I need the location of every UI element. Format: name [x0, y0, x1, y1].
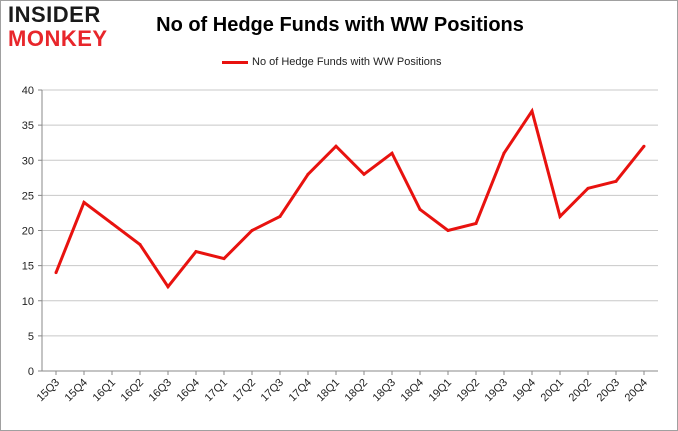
- data-point: [642, 144, 646, 148]
- y-tick-label: 0: [28, 366, 34, 378]
- x-tick-label: 18Q3: [371, 377, 399, 405]
- data-point: [110, 221, 114, 225]
- x-tick-label: 19Q1: [427, 377, 455, 405]
- x-tick-label: 16Q4: [175, 377, 203, 405]
- x-tick-label: 17Q1: [203, 377, 231, 405]
- data-point: [138, 243, 142, 247]
- x-tick-label: 16Q3: [147, 377, 175, 405]
- x-tick-label: 20Q4: [623, 377, 651, 405]
- y-tick-label: 20: [22, 226, 34, 238]
- legend-label: No of Hedge Funds with WW Positions: [252, 56, 442, 68]
- y-tick-label: 40: [22, 85, 34, 97]
- data-point: [558, 214, 562, 218]
- data-point: [194, 250, 198, 254]
- logo-line1: INSIDER: [8, 2, 101, 27]
- x-tick-label: 16Q1: [91, 377, 119, 405]
- x-tick-label: 18Q4: [399, 377, 427, 405]
- data-point: [222, 257, 226, 261]
- x-tick-label: 17Q2: [231, 377, 259, 405]
- data-point: [474, 221, 478, 225]
- data-point: [446, 229, 450, 232]
- insider-monkey-logo: INSIDER MONKEY: [8, 4, 126, 54]
- x-tick-label: 19Q3: [483, 377, 511, 405]
- y-tick-label: 30: [22, 155, 34, 167]
- series-line: [54, 107, 646, 290]
- data-point: [306, 172, 310, 176]
- data-point: [250, 229, 254, 232]
- y-tick-label: 15: [22, 261, 34, 273]
- chart-title: No of Hedge Funds with WW Positions: [156, 14, 524, 36]
- x-tick-label: 20Q3: [595, 377, 623, 405]
- logo-line2: MONKEY: [8, 26, 108, 51]
- x-tick-label: 16Q2: [119, 377, 147, 405]
- x-tick-label: 20Q1: [539, 377, 567, 405]
- chart-legend: No of Hedge Funds with WW Positions: [222, 54, 442, 70]
- data-point: [334, 144, 338, 148]
- y-tick-label: 25: [22, 190, 34, 202]
- x-tick-label: 18Q2: [343, 377, 371, 405]
- x-tick-label: 17Q4: [287, 377, 315, 405]
- data-point: [54, 271, 58, 275]
- legend-swatch: [222, 60, 248, 64]
- data-point: [82, 200, 86, 204]
- data-point: [614, 179, 618, 183]
- data-point: [502, 151, 506, 155]
- data-point: [278, 214, 282, 218]
- x-tick-label: 19Q4: [511, 377, 539, 405]
- y-tick-label: 35: [22, 120, 34, 132]
- y-tick-label: 5: [28, 331, 34, 343]
- x-tick-label: 15Q4: [63, 377, 91, 405]
- x-tick-label: 20Q2: [567, 377, 595, 405]
- data-point: [418, 207, 422, 211]
- x-tick-label: 19Q2: [455, 377, 483, 405]
- data-point: [390, 151, 394, 155]
- data-point: [586, 186, 590, 190]
- x-tick-label: 15Q3: [35, 377, 63, 405]
- x-tick-label: 18Q1: [315, 377, 343, 405]
- data-point: [166, 285, 170, 289]
- data-point: [362, 172, 366, 176]
- data-point: [530, 109, 534, 113]
- y-tick-label: 10: [22, 296, 34, 308]
- x-tick-label: 17Q3: [259, 377, 287, 405]
